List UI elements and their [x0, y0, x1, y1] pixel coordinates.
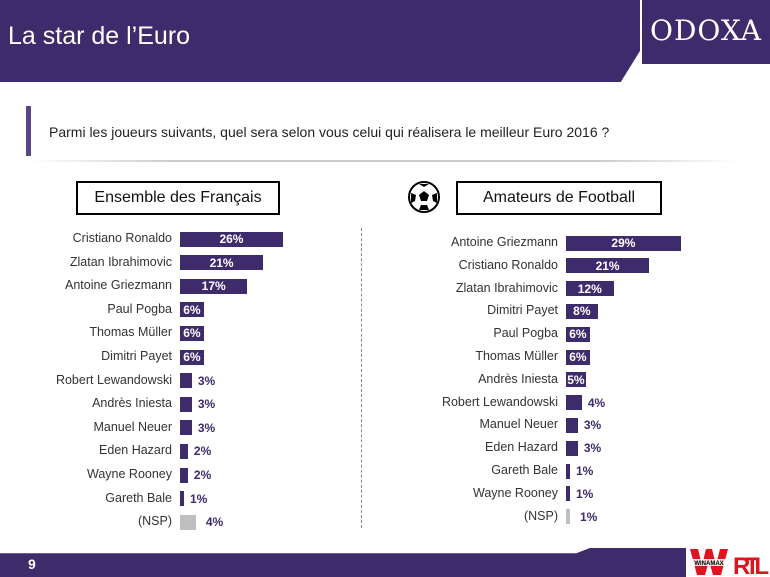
bar: [180, 349, 204, 365]
bar: [566, 258, 650, 274]
svg-text:WINAMAX: WINAMAX: [694, 561, 723, 567]
data-label: 3%: [197, 397, 216, 412]
question-accent: [26, 106, 31, 156]
bar: [180, 420, 192, 436]
data-label: 26%: [219, 232, 244, 246]
data-label: 1%: [576, 464, 594, 478]
bar: [180, 396, 192, 412]
bar: [566, 372, 586, 388]
category-label: Manuel Neuer: [93, 419, 172, 434]
category-label: Zlatan Ibrahimovic: [455, 280, 558, 295]
category-label: Robert Lewandowski: [441, 394, 558, 409]
category-label: Thomas Müller: [475, 349, 558, 363]
data-label: 3%: [197, 373, 216, 388]
category-label: Robert Lewandowski: [55, 372, 172, 387]
page-number: 9: [28, 556, 36, 572]
bar: [566, 463, 570, 479]
category-label: Eden Hazard: [485, 440, 558, 455]
bar: [566, 509, 570, 525]
bar: [566, 349, 590, 365]
header-banner: [0, 0, 640, 82]
data-label: 5%: [567, 372, 585, 387]
data-label: 6%: [183, 302, 201, 317]
data-label: 6%: [569, 350, 587, 364]
question-text: Parmi les joueurs suivants, quel sera se…: [49, 124, 610, 140]
category-label: Cristiano Ronaldo: [72, 231, 172, 245]
data-label: 6%: [569, 327, 587, 342]
bar: [566, 303, 598, 319]
data-label: 12%: [577, 281, 602, 296]
category-label: Andrès Iniesta: [478, 371, 558, 386]
bar: [566, 395, 582, 411]
category-label: Cristiano Ronaldo: [458, 257, 558, 272]
chart-title-left: Ensemble des Français: [76, 181, 280, 215]
category-label: (NSP): [137, 514, 172, 529]
category-label: Dimitri Payet: [487, 303, 558, 318]
data-label: 2%: [193, 444, 212, 459]
data-label: 29%: [611, 236, 636, 250]
category-label: (NSP): [523, 508, 558, 523]
bar: [180, 231, 283, 247]
category-label: Antoine Griezmann: [64, 278, 172, 293]
data-label: 3%: [583, 441, 602, 456]
bar: [566, 235, 681, 251]
soccer-ball-icon: [408, 181, 440, 213]
data-label: 8%: [573, 304, 591, 319]
divider: [30, 160, 740, 162]
category-label: Antoine Griezmann: [450, 235, 558, 249]
bar: [566, 440, 578, 456]
svg-text:RTL: RTL: [733, 553, 769, 577]
bar: [180, 514, 196, 530]
chart-divider: [361, 228, 362, 528]
category-label: Thomas Müller: [89, 325, 172, 340]
chart-title-right: Amateurs de Football: [456, 181, 662, 215]
category-label: Wayne Rooney: [87, 467, 172, 481]
bar: [180, 443, 188, 459]
data-label: 4%: [205, 515, 224, 530]
bar: [180, 491, 184, 507]
category-label: Zlatan Ibrahimovic: [69, 254, 172, 269]
data-label: 6%: [183, 350, 201, 364]
data-label: 6%: [183, 326, 201, 341]
data-label: 21%: [595, 258, 620, 273]
category-label: Paul Pogba: [107, 301, 172, 316]
data-label: 3%: [197, 420, 216, 435]
data-label: 1%: [190, 491, 208, 506]
bar: [180, 467, 188, 483]
category-label: Gareth Bale: [105, 490, 172, 505]
bar: [180, 325, 204, 341]
bar: [566, 326, 590, 342]
bar: [566, 281, 614, 297]
data-label: 21%: [209, 255, 234, 270]
bar: [180, 278, 248, 294]
bar: [180, 373, 192, 389]
bar: [566, 486, 570, 502]
category-label: Manuel Neuer: [479, 417, 558, 432]
data-label: 1%: [576, 486, 594, 501]
category-label: Dimitri Payet: [101, 349, 172, 363]
page-title: La star de l’Euro: [8, 22, 191, 50]
bar: [566, 417, 578, 433]
data-label: 3%: [583, 418, 602, 433]
category-label: Paul Pogba: [493, 326, 558, 341]
partner-logos: WINAMAX RTL: [688, 549, 769, 577]
data-label: 2%: [193, 468, 212, 482]
category-label: Andrès Iniesta: [92, 396, 172, 411]
category-label: Wayne Rooney: [473, 485, 558, 500]
data-label: 4%: [587, 395, 606, 410]
bar: [180, 255, 264, 271]
odoxa-logo: ODOXA: [642, 0, 770, 64]
footer-banner: [0, 548, 686, 577]
data-label: 17%: [201, 279, 226, 294]
category-label: Gareth Bale: [491, 463, 558, 477]
bar: [180, 302, 204, 318]
data-label: 1%: [580, 509, 598, 524]
category-label: Eden Hazard: [99, 443, 172, 458]
